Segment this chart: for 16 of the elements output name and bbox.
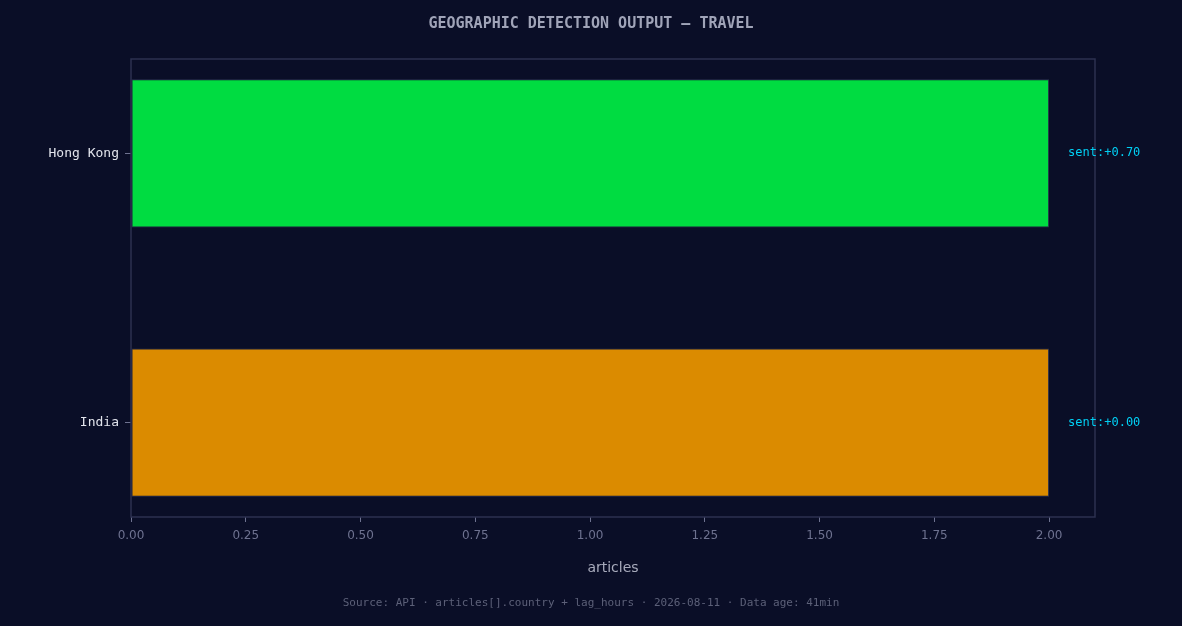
x-tick-label: 1.00 (576, 528, 604, 543)
annotation: sent:+0.00 (1068, 414, 1141, 429)
x-tick-label: 0.25 (232, 528, 260, 543)
y-tick-label: India (79, 414, 119, 430)
source-note: Source: API · articles[].country + lag_hours · 2026-08-11 · Data age: 41min (342, 595, 840, 609)
x-tick-label: 0.75 (461, 528, 489, 543)
chart-title: GEOGRAPHIC DETECTION OUTPUT — TRAVEL (428, 13, 754, 32)
x-axis-title: articles (587, 558, 639, 575)
x-tick-label: 1.75 (920, 528, 948, 543)
x-tick-label: 1.50 (806, 528, 833, 543)
x-tick-label: 0.00 (117, 528, 145, 543)
x-tick-label: 1.25 (691, 528, 719, 543)
y-tick-label: Hong Kong (48, 144, 119, 160)
x-tick-label: 2.00 (1035, 528, 1063, 543)
x-tick-label: 0.50 (347, 528, 374, 543)
annotation: sent:+0.70 (1068, 145, 1141, 160)
